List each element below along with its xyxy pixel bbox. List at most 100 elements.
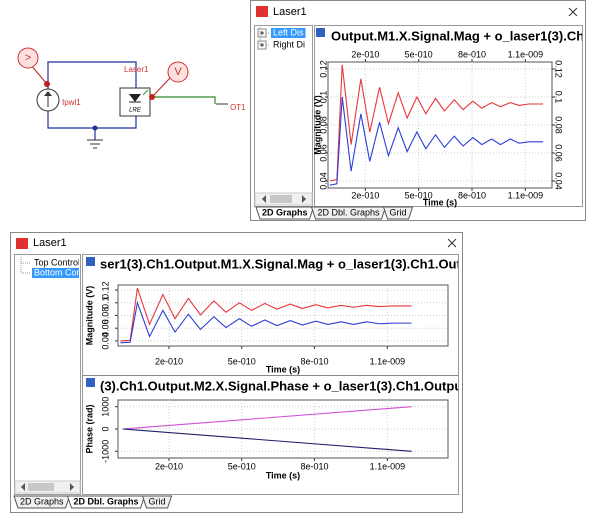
tab-label[interactable]: Grid xyxy=(149,496,166,506)
x-axis-label: Time (s) xyxy=(423,197,457,207)
chart-title: ser1(3).Ch1.Output.M1.X.Signal.Mag + o_l… xyxy=(100,256,558,271)
tree-item[interactable]: Left Dis xyxy=(273,27,304,37)
x-tick-label: 1.1e-009 xyxy=(370,356,406,366)
probe xyxy=(167,61,189,83)
x-tick-label: 5e-010 xyxy=(405,49,433,59)
tree-panel xyxy=(14,254,81,495)
component-label: Laser1 xyxy=(124,65,149,74)
chart-icon xyxy=(86,378,95,387)
y-tick-label: 0.08 xyxy=(318,116,328,134)
series-line xyxy=(329,64,544,182)
x-tick-label: 8e-010 xyxy=(458,190,486,200)
tree: Left Dis Right Di xyxy=(257,27,306,50)
x-tick-label: 8e-010 xyxy=(301,461,329,471)
series-line xyxy=(329,96,544,186)
node xyxy=(92,125,98,131)
x-tick-label: 1.1e-009 xyxy=(508,49,544,59)
tab-label[interactable]: Grid xyxy=(390,207,407,217)
tree-item[interactable]: Top Control xyxy=(34,257,80,267)
series-line xyxy=(120,288,412,342)
tab-label[interactable]: 2D Graphs xyxy=(262,207,308,217)
selection xyxy=(271,28,306,38)
tab[interactable] xyxy=(66,495,146,509)
y-tick-label: 0.04 xyxy=(100,332,110,350)
scroll-right[interactable] xyxy=(70,483,74,491)
app-icon xyxy=(16,238,28,249)
x-axis-label: Time (s) xyxy=(266,364,300,374)
scroll-thumb[interactable] xyxy=(270,195,292,203)
window-title: Laser1 xyxy=(273,6,307,18)
tab-label[interactable]: 2D Dbl. Graphs xyxy=(74,496,139,506)
tab-label[interactable]: 2D Graphs xyxy=(20,496,64,506)
y-tick-label: 0.04 xyxy=(318,172,328,190)
close-button[interactable] xyxy=(447,238,457,248)
schematic: > V Laser1 Ipwl1 LRE OT1 xyxy=(17,47,246,149)
tab[interactable] xyxy=(141,495,173,509)
x-tick-label: 8e-010 xyxy=(301,356,329,366)
y-tick-label: 1000 xyxy=(100,397,110,417)
y-tick-label: 0.06 xyxy=(100,319,110,337)
series-line xyxy=(122,406,412,430)
probe xyxy=(17,47,39,69)
y-tick-label: 0.1 xyxy=(554,91,564,104)
selection xyxy=(32,268,79,278)
tab[interactable] xyxy=(255,206,315,220)
component-label: Ipwl1 xyxy=(62,98,81,107)
chart-title: (3).Ch1.Output.M2.X.Signal.Phase + o_las… xyxy=(100,378,543,393)
x-tick-label: 1.1e-009 xyxy=(508,190,544,200)
tab[interactable] xyxy=(382,206,414,220)
series-line xyxy=(120,300,412,344)
y-axis-label: Magnitude (V) xyxy=(312,95,322,155)
app-icon xyxy=(256,6,268,17)
tab-label[interactable]: 2D Dbl. Graphs xyxy=(318,207,381,217)
window-title: Laser1 xyxy=(33,237,67,249)
x-tick-label: 2e-010 xyxy=(351,190,379,200)
y-tick-label: 0.12 xyxy=(554,60,564,78)
tab[interactable] xyxy=(310,206,387,220)
node xyxy=(44,81,50,87)
scroll-right[interactable] xyxy=(302,195,306,203)
arrow-head xyxy=(44,91,52,96)
emission xyxy=(142,89,149,96)
probe-line xyxy=(151,77,171,98)
y-tick-label: 0.06 xyxy=(554,144,564,162)
x-tick-label: 5e-010 xyxy=(405,190,433,200)
y-axis-label: Magnitude (V) xyxy=(84,286,94,346)
probe-label: V xyxy=(174,66,182,78)
y-tick-label: 0.12 xyxy=(100,281,110,299)
scroll-thumb[interactable] xyxy=(28,483,54,491)
y-tick-label: 0.12 xyxy=(318,60,328,78)
wire xyxy=(47,111,137,129)
x-axis-label: Time (s) xyxy=(266,470,300,480)
probe-label: > xyxy=(25,52,31,64)
chart-title: Output.M1.X.Signal.Mag + o_laser1(3).Ch1… xyxy=(331,28,600,43)
scroll-left[interactable] xyxy=(262,195,266,203)
wire xyxy=(47,61,137,89)
close-button[interactable] xyxy=(568,7,578,17)
x-tick-label: 2e-010 xyxy=(155,461,183,471)
tree-item[interactable]: Right Di xyxy=(273,39,305,49)
y-tick-label: 0.04 xyxy=(554,172,564,190)
optical-wire xyxy=(150,96,216,104)
series-line xyxy=(122,428,412,452)
chart-icon xyxy=(316,28,325,37)
component-label: OT1 xyxy=(230,103,246,112)
y-tick-label: -1000 xyxy=(100,440,110,463)
tab[interactable] xyxy=(13,495,71,509)
scroll-left[interactable] xyxy=(21,483,25,491)
x-tick-label: 2e-010 xyxy=(155,356,183,366)
y-tick-label: 0.08 xyxy=(100,307,110,325)
tree-item[interactable]: Bottom Contr xyxy=(34,267,87,277)
y-tick-label: 0.1 xyxy=(100,297,110,310)
tree-panel xyxy=(254,25,313,207)
chart-icon xyxy=(86,257,95,266)
y-tick-label: 0.1 xyxy=(318,91,328,104)
y-tick-label: 0.08 xyxy=(554,116,564,134)
diode xyxy=(129,94,141,102)
x-tick-label: 2e-010 xyxy=(351,49,379,59)
y-axis-label: Phase (rad) xyxy=(84,404,94,453)
x-tick-label: 5e-010 xyxy=(228,356,256,366)
